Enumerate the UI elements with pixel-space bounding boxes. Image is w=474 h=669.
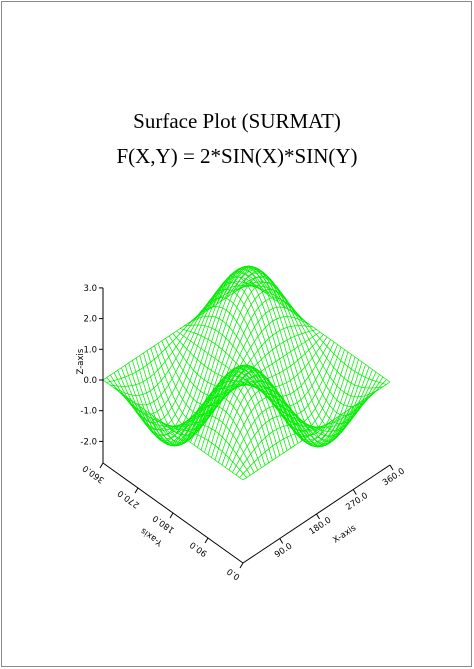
mesh-line-y bbox=[148, 281, 296, 446]
mesh-line-y bbox=[183, 339, 331, 438]
mesh-line-y bbox=[109, 285, 258, 387]
mesh-line-y bbox=[242, 381, 391, 481]
mesh-line-y bbox=[211, 359, 359, 458]
x-tick bbox=[279, 538, 284, 544]
x-tick bbox=[316, 513, 320, 520]
x-tick-label: 270.0 bbox=[344, 491, 370, 513]
mesh-line-y bbox=[190, 344, 338, 443]
mesh-line-y bbox=[144, 275, 293, 447]
y-tick bbox=[134, 487, 139, 494]
x-tick-label: 360.0 bbox=[381, 466, 407, 488]
surface-mesh bbox=[102, 265, 391, 481]
y-tick bbox=[239, 562, 244, 569]
x-tick-label: 90.0 bbox=[273, 541, 294, 560]
y-tick-label: 0.0 bbox=[225, 566, 242, 582]
mesh-line-y bbox=[239, 379, 387, 478]
mesh-line-y bbox=[113, 281, 261, 396]
mesh-line-y bbox=[120, 272, 268, 415]
y-tick-label: 270.0 bbox=[116, 487, 142, 509]
mesh-line-y bbox=[134, 266, 282, 441]
mesh-line-y bbox=[172, 331, 321, 431]
mesh-line-y bbox=[218, 364, 366, 463]
mesh-line-y bbox=[162, 316, 310, 431]
z-tick-label: -1.0 bbox=[80, 407, 97, 417]
y-tick bbox=[99, 462, 104, 469]
z-tick-label: -2.0 bbox=[80, 437, 97, 447]
mesh-line-y bbox=[130, 265, 279, 437]
mesh-line-y bbox=[232, 374, 380, 473]
z-tick-label: 2.0 bbox=[83, 315, 97, 325]
chart-subtitle: F(X,Y) = 2*SIN(X)*SIN(Y) bbox=[116, 144, 358, 168]
mesh-line-y bbox=[228, 371, 377, 471]
mesh-line-y bbox=[106, 284, 254, 383]
z-tick-label: 1.0 bbox=[83, 345, 97, 355]
mesh-line-y bbox=[176, 334, 324, 433]
z-tick-label: 0.0 bbox=[83, 376, 97, 386]
x-tick bbox=[352, 489, 357, 495]
y-tick bbox=[169, 512, 174, 519]
mesh-line-y bbox=[225, 369, 373, 468]
y-tick-label: 360.0 bbox=[81, 462, 107, 484]
y-tick-label: 180.0 bbox=[151, 512, 177, 534]
y-tick bbox=[204, 537, 209, 544]
mesh-line-y bbox=[123, 268, 272, 424]
mesh-line-y bbox=[102, 281, 251, 381]
x-tick bbox=[389, 464, 394, 471]
mesh-line-y bbox=[116, 276, 265, 406]
y-tick-label: 90.0 bbox=[188, 539, 209, 558]
mesh-line-y bbox=[165, 325, 314, 427]
mesh-line-y bbox=[158, 306, 307, 436]
x-tick-label: 180.0 bbox=[307, 515, 333, 537]
mesh-line-y bbox=[137, 267, 286, 445]
mesh-line-y bbox=[214, 361, 363, 461]
chart-title: Surface Plot (SURMAT) bbox=[133, 109, 341, 133]
x-axis-label: X-axis bbox=[331, 523, 358, 546]
mesh-line-y bbox=[127, 266, 275, 431]
mesh-line-y bbox=[200, 351, 349, 451]
z-axis-label: Z-axis bbox=[76, 348, 86, 374]
mesh-line-y bbox=[151, 288, 300, 444]
z-tick-label: 3.0 bbox=[83, 284, 97, 294]
mesh-line-y bbox=[221, 366, 370, 466]
